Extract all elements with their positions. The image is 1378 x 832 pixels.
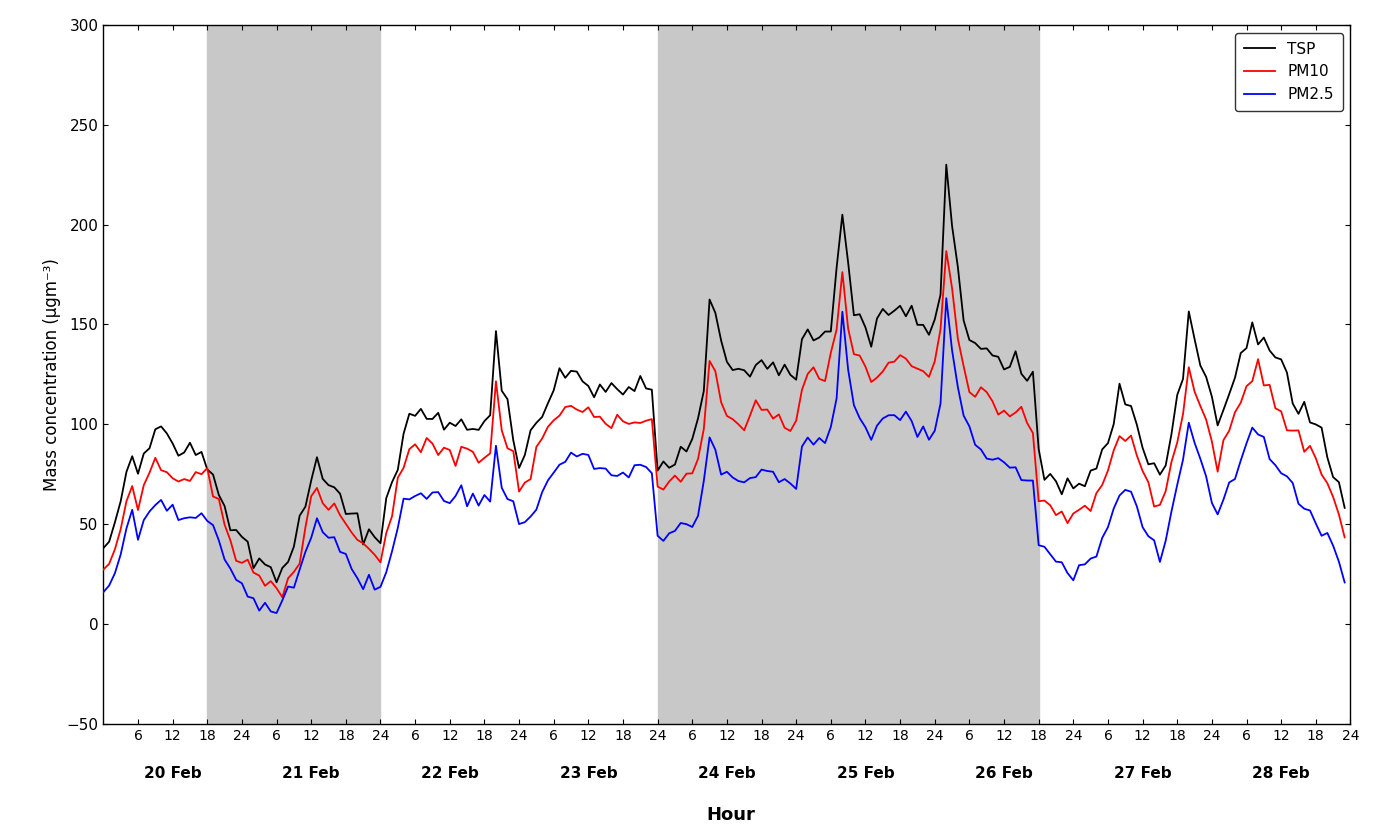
TSP — [378, 493, 394, 503]
Text: 22 Feb: 22 Feb — [420, 765, 478, 780]
PM10 — [274, 592, 291, 602]
Line: PM10: PM10 — [103, 251, 1345, 597]
PM2.5 — [378, 567, 394, 577]
TSP — [412, 404, 429, 414]
Text: 23 Feb: 23 Feb — [559, 765, 617, 780]
Text: 20 Feb: 20 Feb — [143, 765, 201, 780]
Legend: TSP, PM10, PM2.5: TSP, PM10, PM2.5 — [1235, 32, 1342, 111]
PM2.5 — [1337, 577, 1353, 587]
PM10 — [805, 362, 821, 372]
Text: 28 Feb: 28 Feb — [1253, 765, 1310, 780]
TSP — [938, 160, 955, 170]
PM10 — [938, 246, 955, 256]
PM10 — [412, 448, 429, 458]
Line: TSP: TSP — [103, 165, 1345, 582]
TSP — [269, 577, 285, 587]
PM10 — [1158, 486, 1174, 496]
Text: 21 Feb: 21 Feb — [282, 765, 340, 780]
PM2.5 — [269, 608, 285, 618]
Text: 27 Feb: 27 Feb — [1113, 765, 1171, 780]
TSP — [95, 543, 112, 553]
PM2.5 — [1158, 536, 1174, 546]
PM10 — [1337, 532, 1353, 542]
Text: 26 Feb: 26 Feb — [976, 765, 1034, 780]
Text: 24 Feb: 24 Feb — [699, 765, 755, 780]
Text: Hour: Hour — [706, 805, 755, 824]
TSP — [817, 327, 834, 337]
Bar — [207, 25, 380, 724]
PM10 — [378, 528, 394, 538]
PM2.5 — [805, 439, 821, 449]
PM10 — [95, 565, 112, 575]
Y-axis label: Mass concentration (μgm⁻³): Mass concentration (μgm⁻³) — [43, 258, 61, 491]
PM2.5 — [95, 587, 112, 597]
TSP — [1060, 473, 1076, 483]
PM10 — [817, 376, 834, 386]
TSP — [805, 335, 821, 345]
Text: 25 Feb: 25 Feb — [836, 765, 894, 780]
Bar — [657, 25, 1039, 724]
PM2.5 — [938, 293, 955, 303]
PM10 — [1060, 518, 1076, 528]
Line: PM2.5: PM2.5 — [103, 298, 1345, 613]
PM2.5 — [817, 438, 834, 448]
PM2.5 — [1060, 568, 1076, 578]
PM2.5 — [412, 488, 429, 498]
TSP — [1158, 460, 1174, 470]
TSP — [1337, 503, 1353, 513]
